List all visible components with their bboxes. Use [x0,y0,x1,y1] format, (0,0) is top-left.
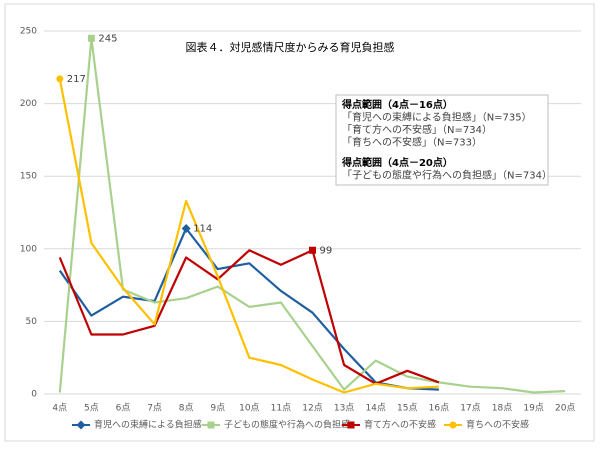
grid: 0 50 100 150 200 250 4点 5点 6点 7点 8点 9点 10点 11点 12点 13点 1… [20,27,581,414]
data-point [181,223,191,233]
annotation-item: 「子どもの態度や行為への負担感」（N=734） [342,169,552,182]
data-point [87,34,95,42]
x-tick-label: 10点 [239,403,259,414]
annotation-heading: 得点範囲（4点－20点） [341,156,453,169]
y-tick-label: 150 [20,172,37,182]
annotation: 得点範囲（4点－16点）「育児への束縛による負担感」（N=735）「育て方への不… [335,94,552,186]
y-tick-label: 250 [20,27,37,37]
x-tick-label: 14点 [365,403,385,414]
y-tick-label: 0 [31,390,37,400]
x-tick-label: 7点 [147,403,162,414]
legend-label: 育児への束縛による負担感 [94,419,202,431]
x-tick-label: 16点 [429,403,449,414]
x-tick-label: 4点 [52,403,67,414]
x-tick-label: 12点 [302,403,322,414]
x-tick-label: 15点 [397,403,417,414]
data-label: 245 [98,33,117,44]
annotation-item: 「育て方への不安感」（N=734） [342,123,492,136]
annotation-heading: 得点範囲（4点－16点） [341,98,453,111]
x-tick-label: 9点 [210,403,225,414]
plot: 114 245 99 217 [56,33,566,394]
legend-marker [76,420,86,430]
y-tick-label: 50 [26,317,38,327]
y-tick-label: 200 [20,99,37,109]
legend-marker [207,421,215,429]
data-label: 99 [320,245,333,256]
series-line [58,78,439,394]
data-point [56,75,64,83]
annotation-item: 「育児への束縛による負担感」（N=735） [342,111,532,124]
legend-label: 育て方への不安感 [364,419,436,431]
x-tick-label: 5点 [84,403,99,414]
chart-frame [4,3,595,442]
legend-marker [347,421,355,429]
data-label: 114 [193,223,212,234]
chart-title: 図表４．対児感情尺度からみる育児負担感 [186,40,395,54]
series-line [58,37,566,394]
legend-label: 育ちへの不安感 [466,419,529,431]
x-tick-label: 18点 [492,403,512,414]
data-point [309,246,316,254]
annotation-box [335,94,549,186]
x-tick-label: 11点 [271,403,291,414]
legend: 育児への束縛による負担感 子どもの態度や行為への負担感 育て方への不安感 育ちへの不安… [72,419,529,431]
x-tick-label: 8点 [179,403,194,414]
y-tick-label: 100 [20,244,37,254]
x-tick-label: 6点 [116,403,131,414]
x-tick-label: 20点 [555,403,575,414]
x-tick-label: 13点 [334,403,354,414]
data-label: 217 [67,74,86,85]
x-tick-label: 17点 [460,403,480,414]
annotation-item: 「育ちへの不安感」（N=733） [342,136,482,149]
x-tick-label: 19点 [523,403,543,414]
legend-label: 子どもの態度や行為への負担感 [224,419,350,431]
legend-marker [449,421,457,429]
series-line [58,227,439,391]
